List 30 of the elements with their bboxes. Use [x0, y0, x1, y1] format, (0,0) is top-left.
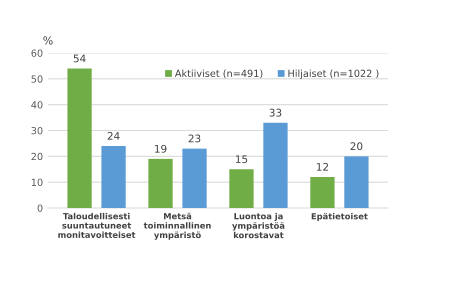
- y-tick-label: 0: [38, 204, 42, 212]
- data-label: 19: [155, 144, 166, 153]
- y-tick-label: 50: [32, 75, 42, 83]
- data-label: 12: [316, 162, 328, 171]
- x-tick-label: Taloudellisesti suuntautuneet monitavoitteiset: [58, 212, 136, 238]
- y-tick-label: 40: [31, 101, 42, 108]
- x-tick-label: Metsä toiminnallinen ympäristö: [144, 212, 211, 240]
- y-tick-label: 10: [32, 178, 42, 186]
- data-label: 15: [236, 155, 248, 164]
- x-tick-label: Epätietoiset: [312, 212, 368, 222]
- x-tick-label: Luontoa ja ympäristöä korostavat: [232, 212, 284, 238]
- bar: [310, 177, 335, 208]
- bar: [344, 156, 369, 208]
- y-axis-title: %: [43, 36, 53, 45]
- data-label: 24: [108, 132, 120, 140]
- bar: [263, 122, 288, 208]
- data-label: 20: [350, 142, 362, 150]
- bar: [67, 68, 92, 208]
- y-tick-label: 60: [31, 49, 42, 57]
- bar: [101, 146, 126, 208]
- data-label: 23: [188, 134, 200, 142]
- data-label: 33: [270, 108, 282, 117]
- bar: [229, 169, 254, 208]
- legend-label: Hiljaiset (n=1022 ): [288, 70, 378, 79]
- y-tick-label: 30: [32, 126, 42, 134]
- bar: [182, 148, 207, 208]
- data-label: 54: [74, 54, 86, 62]
- legend-label: Aktiiviset (n=491): [174, 70, 262, 78]
- bar: [148, 158, 173, 208]
- y-tick-label: 20: [31, 152, 42, 160]
